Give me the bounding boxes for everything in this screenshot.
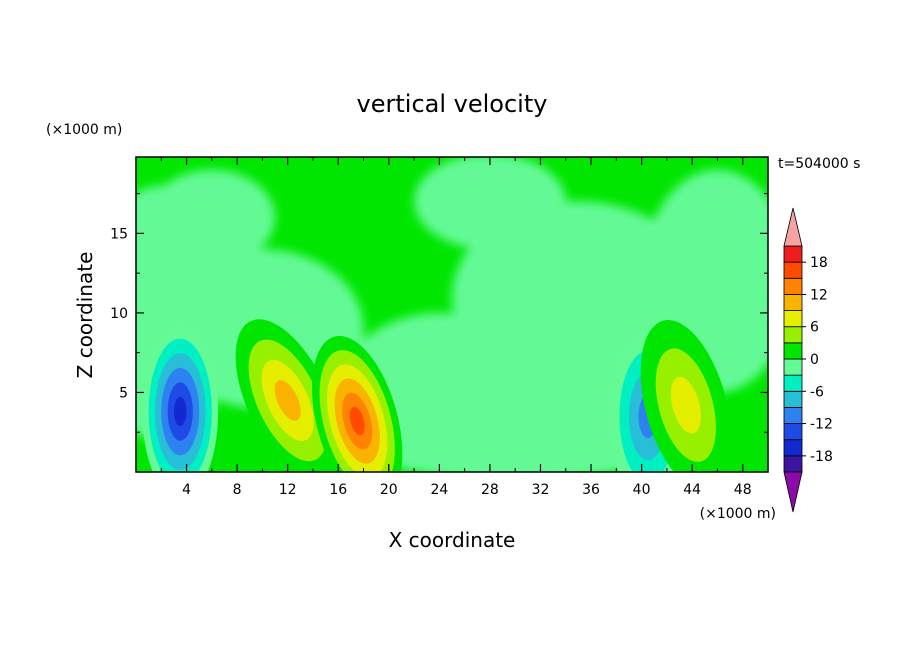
colorbar-tick-label: 0: [810, 352, 819, 368]
colorbar-tick-label: 6: [810, 320, 819, 336]
chart-title: vertical velocity: [357, 90, 548, 118]
y-tick-label: 5: [119, 385, 128, 401]
x-axis-label: X coordinate: [389, 528, 516, 552]
y-axis-label: Z coordinate: [73, 252, 97, 379]
colorbar-tick-label: 18: [810, 255, 828, 271]
colorbar-bin: [783, 423, 803, 441]
x-tick-label: 20: [380, 482, 398, 498]
colorbar-extend-max: [783, 207, 803, 247]
time-label: t=504000 s: [778, 156, 860, 172]
field-patch: [414, 157, 566, 250]
colorbar-tick-label: 12: [810, 287, 828, 303]
colorbar-bin: [783, 358, 803, 376]
x-tick-label: 4: [182, 482, 191, 498]
colorbar-bin: [783, 374, 803, 392]
colorbar-bin: [783, 439, 803, 457]
colorbar-bin: [783, 261, 803, 279]
field-feature-updraft: [640, 320, 731, 472]
colorbar-tick-label: -6: [810, 384, 824, 400]
x-tick-label: 8: [233, 482, 242, 498]
colorbar-bin: [783, 294, 803, 311]
heatmap-field: [136, 157, 768, 472]
colorbar-tick-label: -18: [810, 449, 833, 465]
x-tick-label: 48: [734, 482, 752, 498]
colorbar-tick-label: -12: [810, 417, 833, 433]
colorbar-bin: [783, 245, 803, 263]
colorbar-bin: [783, 277, 803, 295]
plot-frame: [135, 156, 769, 473]
x-tick-label: 12: [279, 482, 297, 498]
colorbar-bin: [783, 407, 803, 424]
feature-contour: [670, 376, 701, 434]
feature-contour: [274, 380, 301, 421]
y-axis: 5 10 15: [110, 193, 768, 433]
x-tick-label: 44: [683, 482, 701, 498]
x-unit-label: (×1000 m): [700, 506, 776, 522]
colorbar-bin: [783, 342, 803, 360]
y-unit-label: (×1000 m): [46, 122, 122, 138]
y-tick-label: 10: [110, 306, 128, 322]
x-axis: 4 8 12 16 20 24 28 32 36 40 44 48: [160, 157, 752, 498]
field-patch: [148, 169, 276, 266]
x-tick-label: 16: [329, 482, 347, 498]
field-feature-downdraft: [142, 324, 219, 472]
colorbar-bin: [783, 310, 803, 328]
colorbar-bin: [783, 455, 803, 473]
colorbar-extend-min: [783, 471, 803, 513]
x-tick-label: 40: [633, 482, 651, 498]
y-tick-label: 15: [110, 226, 128, 242]
x-tick-label: 36: [582, 482, 600, 498]
x-tick-label: 32: [532, 482, 550, 498]
colorbar-bin: [783, 390, 803, 408]
field-feature-updraft: [235, 319, 340, 472]
feature-contour: [349, 406, 365, 436]
colorbar: -18 -12 -6 0 6 12 18: [783, 207, 833, 513]
field-feature-updraft: [312, 335, 403, 472]
colorbar-bin: [783, 326, 803, 344]
x-tick-label: 28: [481, 482, 499, 498]
x-tick-label: 24: [430, 482, 448, 498]
feature-contour: [173, 396, 187, 427]
